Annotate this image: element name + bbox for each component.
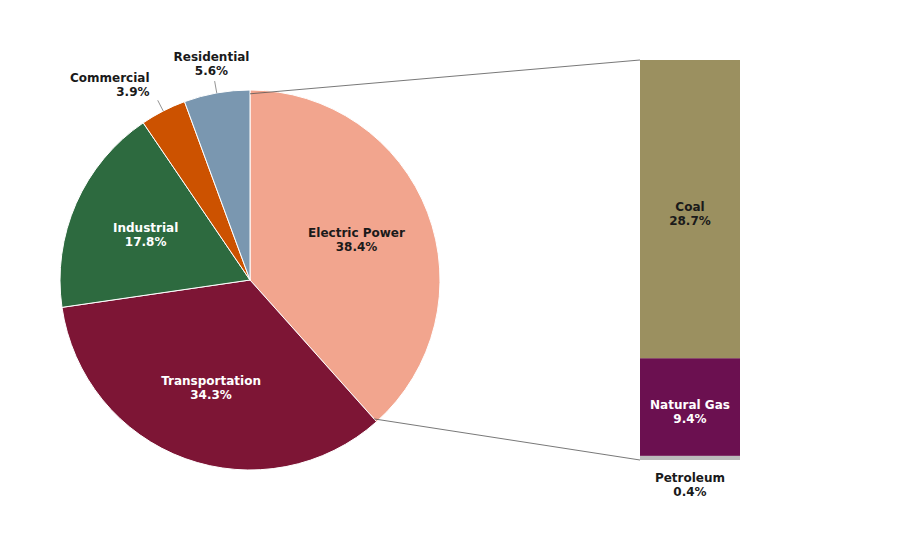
pie-label-value: 38.4%: [336, 240, 378, 254]
bar-stack: [640, 60, 740, 460]
pie-label-name: Commercial: [70, 71, 150, 85]
pie-label-value: 5.6%: [195, 64, 228, 78]
leader-line: [158, 100, 163, 111]
pie-label: Electric Power38.4%: [308, 226, 405, 254]
bar-segment: [640, 60, 740, 358]
pie-label-name: Transportation: [161, 374, 261, 388]
chart-svg: Electric Power38.4% Transportation34.3% In…: [0, 0, 900, 540]
connector-line: [374, 419, 640, 460]
bar-label: Coal28.7%: [669, 200, 711, 228]
bar-label-name: Petroleum: [655, 471, 725, 485]
pie-label: Transportation34.3%: [161, 374, 261, 402]
bar-segment: [640, 456, 740, 460]
bar-segment: [640, 358, 740, 456]
bar-label-name: Natural Gas: [650, 398, 730, 412]
pie-label-name: Industrial: [113, 221, 178, 235]
pie-label: Industrial17.8%: [113, 221, 178, 249]
pie-label-name: Residential: [174, 50, 250, 64]
bar-label-name: Coal: [675, 200, 704, 214]
pie-labels: Electric Power38.4% Transportation34.3% In…: [70, 50, 405, 402]
bar-label: Petroleum0.4%: [655, 471, 725, 499]
pie-label-value: 17.8%: [125, 235, 167, 249]
chart-container: Electric Power38.4% Transportation34.3% In…: [0, 0, 900, 540]
bar-label-value: 28.7%: [669, 214, 711, 228]
pie-label-value: 3.9%: [116, 85, 149, 99]
pie-slice: [62, 280, 377, 470]
bar-label-value: 0.4%: [673, 485, 706, 499]
pie-label-name: Electric Power: [308, 226, 405, 240]
pie: [60, 90, 440, 470]
bar-label: Natural Gas9.4%: [650, 398, 730, 426]
connector-line: [250, 60, 640, 94]
pie-label: Residential5.6%: [174, 50, 250, 78]
leader-line: [215, 81, 217, 93]
pie-label: Commercial3.9%: [70, 71, 150, 99]
pie-slice: [185, 90, 250, 280]
bar-labels: Petroleum0.4% Natural Gas9.4% Coal28.7%: [650, 200, 730, 499]
pie-label-value: 34.3%: [190, 388, 232, 402]
bar-label-value: 9.4%: [673, 412, 706, 426]
